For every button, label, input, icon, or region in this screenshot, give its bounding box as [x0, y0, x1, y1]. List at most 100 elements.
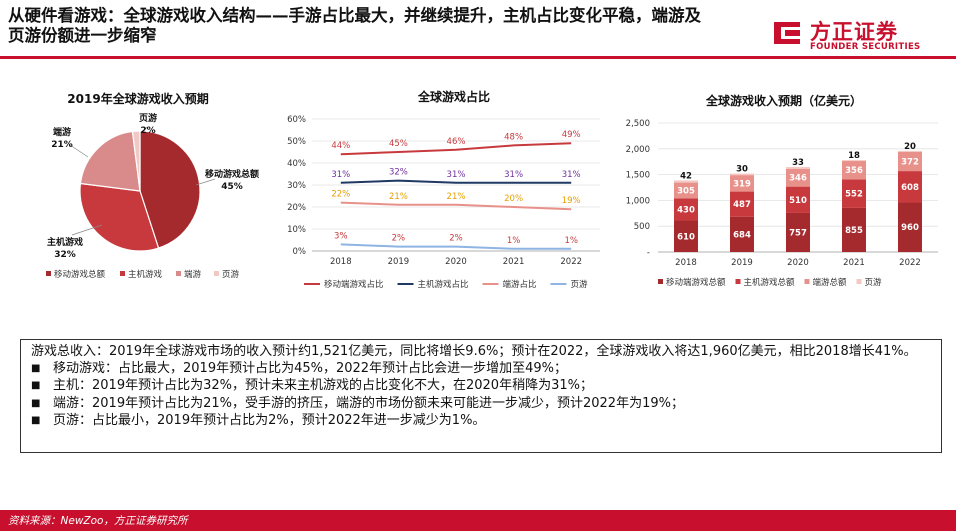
pie-slice-name-label: 端游 — [53, 126, 71, 138]
line-data-label: 44% — [331, 141, 350, 151]
line-data-label: 31% — [447, 170, 466, 180]
bar-segment — [786, 186, 810, 213]
line-data-label: 32% — [389, 168, 408, 178]
bar-data-label: 33 — [792, 158, 804, 168]
logo-english-name: FOUNDER SECURITIES — [810, 42, 921, 52]
summary-bullet: ■ 端游：2019年预计占比为21%，受手游的挤压，端游的市场份额未来可能进一步… — [31, 395, 931, 412]
bar-chart-x-tick-label: 2021 — [843, 258, 865, 268]
line-data-label: 49% — [562, 130, 581, 140]
stacked-bar-chart: 全球游戏收入预期（亿美元）-5001,0001,5002,0002,500201… — [626, 93, 938, 288]
line-data-label: 46% — [447, 137, 466, 147]
bar-segment — [730, 216, 754, 252]
bullet-square-icon: ■ — [31, 397, 41, 409]
bar-chart-y-tick-label: 2,500 — [626, 119, 650, 129]
bar-segment — [730, 173, 754, 176]
bar-chart-x-tick-label: 2019 — [731, 258, 753, 268]
footer-bar — [0, 510, 956, 531]
bar-data-label: 372 — [901, 157, 919, 167]
line-legend-label: 端游占比 — [503, 279, 537, 290]
bar-data-label: 18 — [848, 151, 860, 161]
pie-leader-line — [142, 126, 148, 133]
bar-chart-y-tick-label: - — [647, 248, 650, 258]
line-data-label: 31% — [331, 170, 350, 180]
line-series-path — [340, 142, 572, 156]
bar-chart-x-tick-label: 2018 — [675, 258, 697, 268]
summary-bullet: ■ 主机：2019年预计占比为32%，预计未来主机游戏的占比变化不大，在2020… — [31, 377, 931, 394]
line-data-label: 1% — [507, 236, 520, 246]
bar-segment — [674, 182, 698, 199]
bar-legend-swatch — [735, 279, 741, 284]
line-series-path — [340, 179, 572, 184]
bar-segment — [730, 191, 754, 217]
bar-data-label: 430 — [677, 205, 695, 215]
title-divider — [0, 56, 956, 59]
pie-legend-swatch — [46, 271, 51, 276]
bar-data-label: 42 — [680, 171, 692, 181]
bar-segment — [786, 167, 810, 169]
bar-data-label: 30 — [736, 165, 748, 175]
bullet-square-icon: ■ — [31, 363, 41, 375]
bar-segment — [842, 161, 866, 180]
bar-segment — [674, 198, 698, 221]
summary-bullet-console: 主机：2019年预计占比为32%，预计未来主机游戏的占比变化不大，在2020年稍… — [53, 378, 593, 394]
summary-bullet-pc: 端游：2019年预计占比为21%，受手游的挤压，端游的市场份额未来可能进一步减少… — [53, 395, 684, 411]
line-data-label: 31% — [504, 170, 523, 180]
bullet-square-icon: ■ — [31, 414, 41, 426]
pie-slice-percent-label: 2% — [140, 126, 155, 136]
bar-legend-swatch — [856, 279, 862, 284]
pie-slice-percent-label: 32% — [54, 250, 76, 260]
pie-slice — [131, 130, 141, 192]
bar-segment — [898, 202, 922, 252]
line-chart-x-tick-label: 2021 — [503, 257, 525, 267]
bullet-square-icon: ■ — [31, 380, 41, 392]
bar-chart-x-tick-label: 2022 — [899, 258, 921, 268]
bar-data-label: 346 — [789, 174, 807, 184]
pie-leader-line — [195, 178, 216, 186]
line-data-label: 21% — [447, 192, 466, 202]
line-chart: 全球游戏占比 0% 10% 20% 30% 40% 50% 60% 2018 2019 2020 20… — [287, 89, 600, 290]
line-data-label: 31% — [562, 170, 581, 180]
pie-legend-swatch — [214, 271, 219, 276]
founder-logo-mark-icon — [774, 22, 800, 44]
bar-segment — [842, 160, 866, 162]
page-title: 从硬件看游戏：全球游戏收入结构——手游占比最大，并继续提升，主机占比变化平稳，端… — [8, 6, 768, 46]
bar-legend-label: 端游总额 — [813, 277, 848, 288]
line-data-label: 20% — [504, 194, 523, 204]
bar-segment — [730, 175, 754, 192]
bar-data-label: 305 — [677, 186, 695, 196]
summary-bullet-mobile: 移动游戏：占比最大，2019年预计占比为45%，2022年预计占比会进一步增加至… — [53, 361, 567, 377]
line-chart-panel: 全球游戏占比 0% 10% 20% 30% 40% 50% 60% 2018 2019 2020 20… — [282, 75, 612, 295]
bar-chart-y-tick-label: 500 — [634, 222, 650, 232]
line-chart-title: 全球游戏占比 — [417, 89, 490, 104]
line-series-path — [340, 201, 572, 211]
line-chart-x-tick-label: 2020 — [445, 257, 467, 267]
bar-legend-swatch — [658, 279, 663, 284]
line-series-path — [340, 243, 572, 250]
line-chart-y-tick-label: 10% — [287, 225, 306, 235]
bar-legend-label: 主机游戏总额 — [744, 277, 796, 288]
summary-bullet: ■ 页游：占比最小，2019年预计占比为2%，预计2022年进一步减少为1%。 — [31, 412, 931, 429]
pie-slice-name-label: 页游 — [139, 112, 157, 124]
line-chart-x-tick-label: 2022 — [560, 257, 582, 267]
bar-legend-label: 页游 — [865, 277, 883, 288]
bar-data-label: 356 — [845, 166, 863, 176]
bar-segment — [786, 168, 810, 187]
summary-bullet-browser: 页游：占比最小，2019年预计占比为2%，预计2022年进一步减少为1%。 — [53, 412, 486, 428]
line-legend-label: 主机游戏占比 — [418, 279, 469, 290]
pie-slice-name-label: 主机游戏 — [47, 236, 83, 248]
pie-chart-title: 2019年全球游戏收入预期 — [67, 91, 208, 106]
pie-slice — [79, 130, 141, 192]
bar-legend-swatch — [804, 279, 810, 284]
pie-slice — [79, 182, 160, 252]
line-chart-y-tick-label: 20% — [287, 203, 306, 213]
bar-chart-y-tick-label: 1,500 — [626, 171, 650, 181]
bar-data-label: 855 — [845, 226, 863, 236]
line-chart-y-tick-label: 40% — [287, 159, 306, 169]
bar-chart-y-tick-label: 2,000 — [626, 145, 650, 155]
bar-chart-panel: 全球游戏收入预期（亿美元） -500 1,000 1,500 2,000 2,500 201… — [618, 75, 948, 295]
pie-leader-line — [71, 224, 103, 236]
page-title-line2: 页游份额进一步缩窄 — [8, 26, 157, 45]
bar-chart-y-tick-label: 1,000 — [626, 196, 650, 206]
line-chart-y-tick-label: 60% — [287, 115, 306, 125]
